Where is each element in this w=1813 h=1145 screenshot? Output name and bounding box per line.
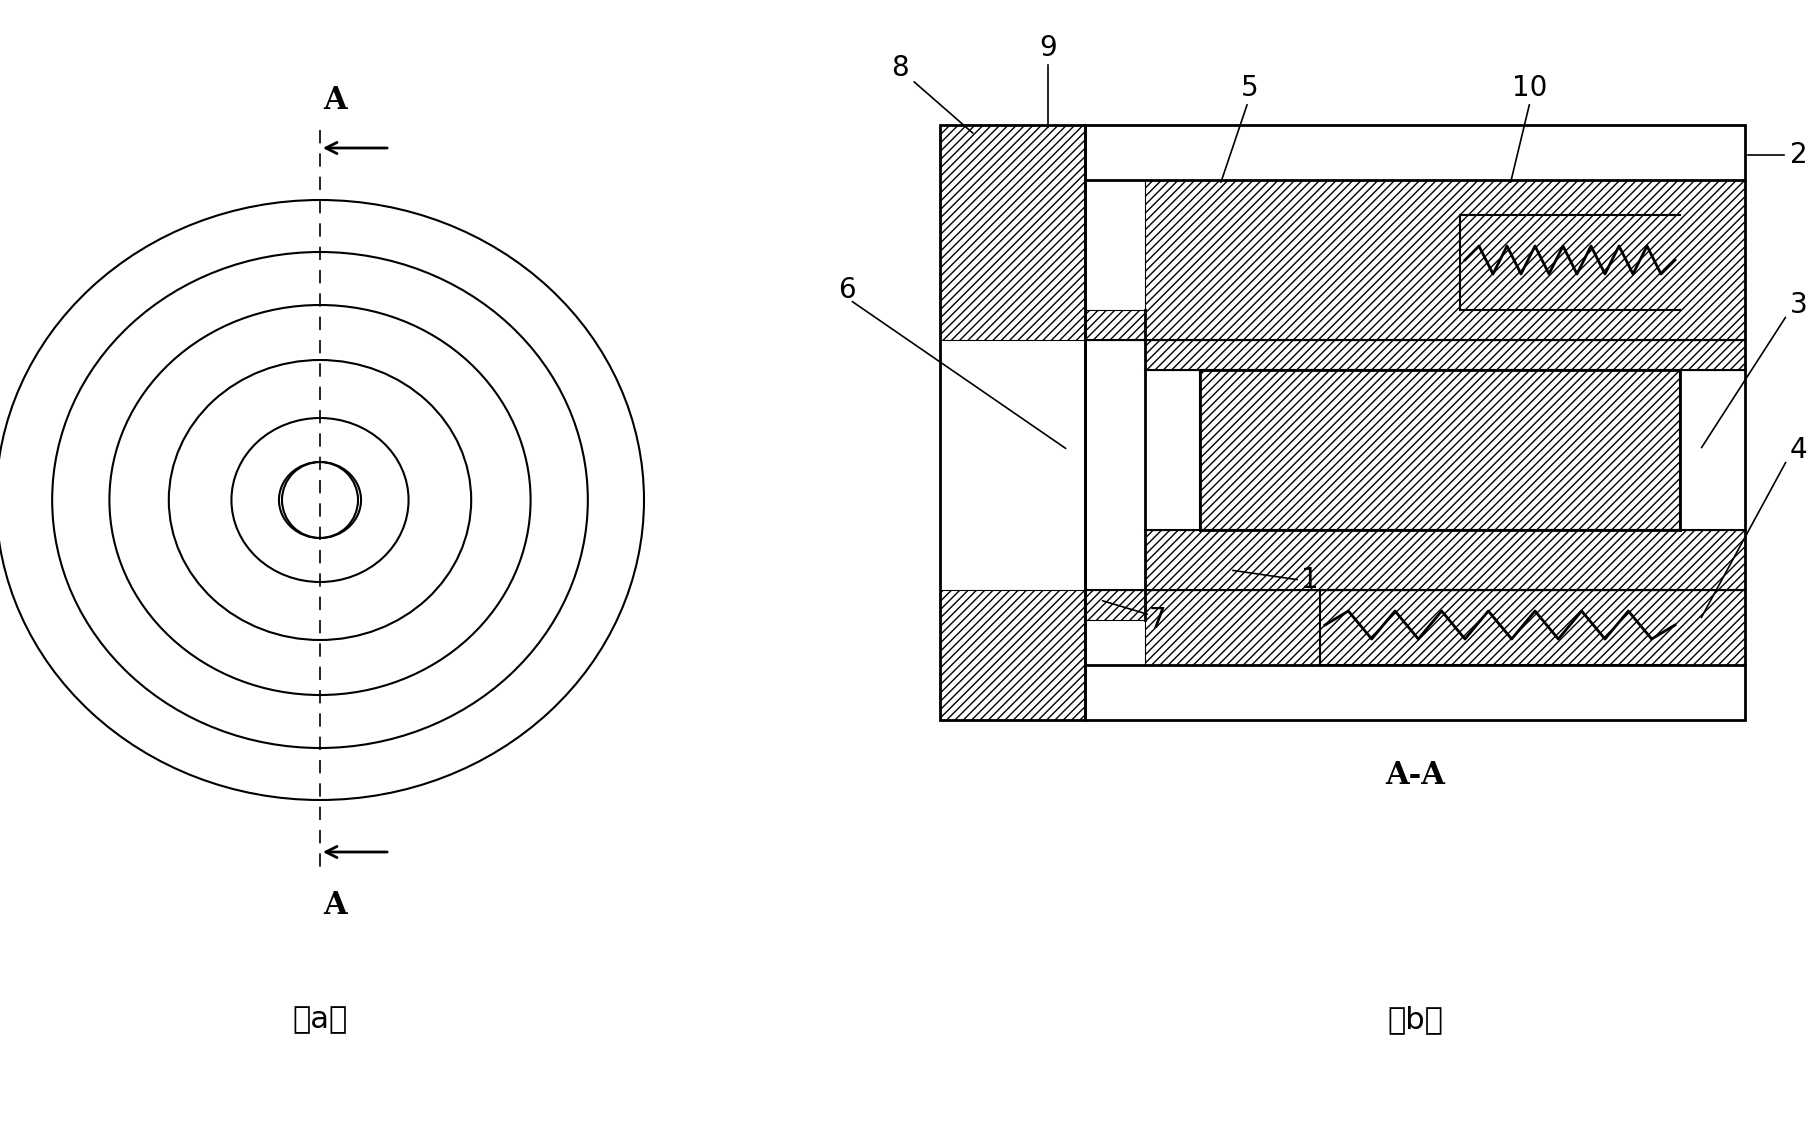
Text: 2: 2 bbox=[1789, 141, 1808, 169]
Text: 8: 8 bbox=[892, 54, 908, 82]
Text: 10: 10 bbox=[1512, 74, 1548, 102]
Text: A: A bbox=[323, 85, 346, 116]
Text: 7: 7 bbox=[1149, 606, 1168, 634]
Text: A-A: A-A bbox=[1385, 759, 1445, 790]
Text: 6: 6 bbox=[838, 276, 856, 305]
Text: 4: 4 bbox=[1789, 436, 1808, 464]
Text: （a）: （a） bbox=[292, 1005, 348, 1034]
Text: 9: 9 bbox=[1039, 34, 1057, 62]
Text: 1: 1 bbox=[1302, 566, 1318, 594]
Bar bbox=[1084, 125, 1744, 720]
Text: 3: 3 bbox=[1789, 291, 1808, 319]
Text: A: A bbox=[323, 890, 346, 921]
Text: （b）: （b） bbox=[1387, 1005, 1443, 1034]
Text: 5: 5 bbox=[1242, 74, 1258, 102]
Bar bbox=[939, 125, 1084, 720]
